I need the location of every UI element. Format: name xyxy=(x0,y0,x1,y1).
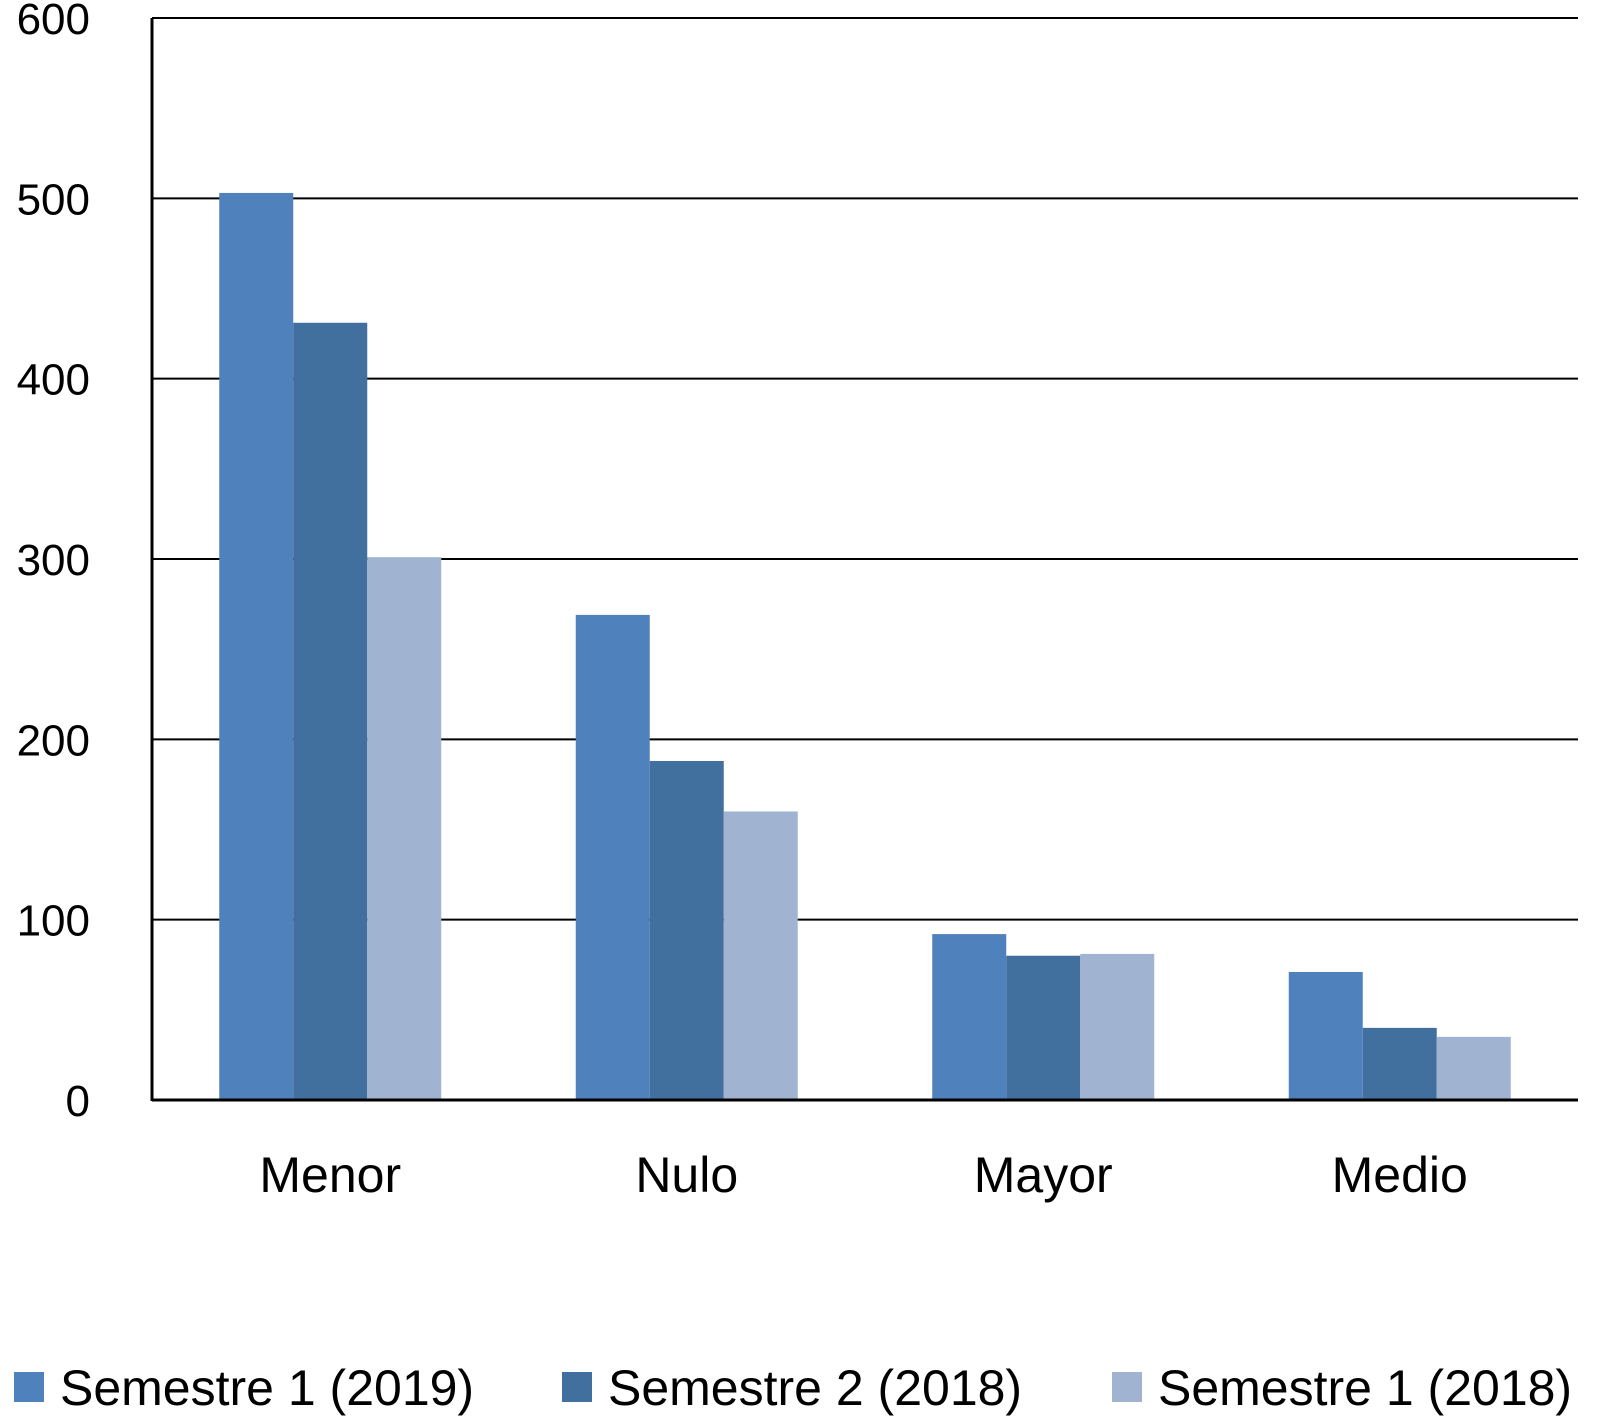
bar-medio-series-1 xyxy=(1288,971,1363,1100)
bar-menor-series-3 xyxy=(367,557,442,1100)
y-tick-label: 400 xyxy=(17,356,90,405)
y-tick-label: 600 xyxy=(17,0,90,44)
bar-nulo-series-2 xyxy=(649,760,724,1100)
y-tick-label: 300 xyxy=(17,536,90,585)
y-axis-tick-labels: 0 100 200 300 400 500 600 xyxy=(17,0,90,1126)
legend: Semestre 1 (2019) Semestre 2 (2018) Semest… xyxy=(14,1360,1572,1416)
bar-nulo-series-1 xyxy=(575,614,650,1100)
y-tick-label: 0 xyxy=(66,1077,90,1126)
bar-mayor-series-1 xyxy=(932,934,1007,1100)
axes xyxy=(150,18,1578,1102)
bar-mayor-series-2 xyxy=(1006,955,1081,1100)
legend-label: Semestre 1 (2019) xyxy=(60,1360,474,1416)
bar-nulo-series-3 xyxy=(723,811,798,1100)
y-tick-label: 500 xyxy=(17,175,90,224)
x-category-label: Menor xyxy=(259,1147,401,1203)
bar-medio-series-3 xyxy=(1436,1036,1511,1100)
bar-menor-series-1 xyxy=(219,192,294,1100)
legend-swatch xyxy=(562,1372,592,1402)
legend-label: Semestre 2 (2018) xyxy=(608,1360,1022,1416)
x-category-label: Medio xyxy=(1332,1147,1468,1203)
legend-label: Semestre 1 (2018) xyxy=(1158,1360,1572,1416)
bars xyxy=(219,192,1511,1101)
legend-swatch xyxy=(1112,1372,1142,1402)
x-category-label: Mayor xyxy=(974,1147,1113,1203)
x-axis-category-labels: Menor Nulo Mayor Medio xyxy=(259,1147,1467,1203)
x-category-label: Nulo xyxy=(635,1147,738,1203)
y-tick-label: 100 xyxy=(17,897,90,946)
bar-mayor-series-3 xyxy=(1080,953,1155,1100)
bar-medio-series-2 xyxy=(1362,1027,1437,1100)
y-tick-label: 200 xyxy=(17,716,90,765)
bar-menor-series-2 xyxy=(293,322,368,1101)
legend-swatch xyxy=(14,1372,44,1402)
